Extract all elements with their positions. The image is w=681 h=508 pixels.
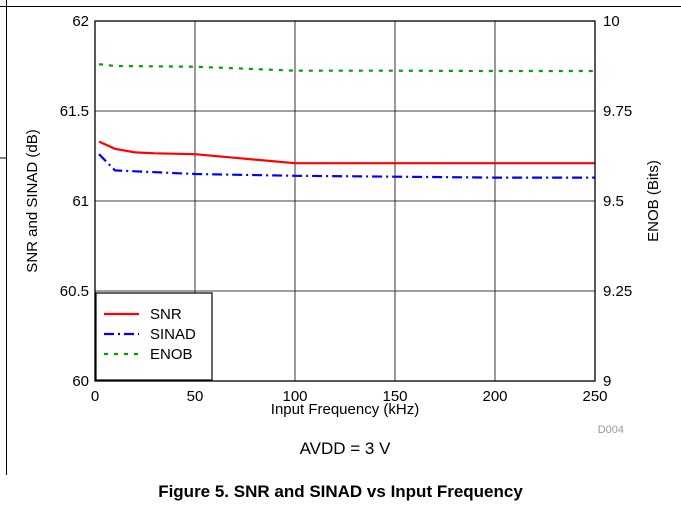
- series-layer: [98, 63, 595, 179]
- legend: SNR SINAD ENOB: [95, 292, 213, 381]
- figure-caption: Figure 5. SNR and SINAD vs Input Frequen…: [158, 482, 523, 501]
- y2-tick-label: 9.75: [603, 103, 632, 120]
- y-tick-label: 62: [72, 13, 89, 30]
- legend-label-snr: SNR: [150, 306, 182, 323]
- y-tick-label: 61: [72, 193, 89, 210]
- x-tick-label: 150: [382, 388, 407, 405]
- y-tick-label: 60.5: [60, 283, 89, 300]
- y2-tick-label: 9.5: [603, 193, 624, 210]
- grid: [95, 21, 595, 381]
- x-axis-label: Input Frequency (kHz): [271, 401, 419, 418]
- x-tick-label: 50: [187, 388, 204, 405]
- y-tick-label: 61.5: [60, 103, 89, 120]
- y-tick-label: 60: [72, 373, 89, 390]
- y2-tick-label: 10: [603, 13, 620, 30]
- x-tick-label: 200: [482, 388, 507, 405]
- y2-tick-label: 9: [603, 373, 611, 390]
- legend-label-sinad: SINAD: [150, 326, 196, 343]
- y-axis-label: SNR and SINAD (dB): [24, 129, 41, 272]
- legend-box: [95, 292, 213, 381]
- series-line-sinad: [98, 153, 595, 179]
- x-tick-label: 250: [582, 388, 607, 405]
- legend-label-enob: ENOB: [150, 346, 193, 363]
- series-line-snr: [98, 140, 595, 165]
- y2-tick-label: 9.25: [603, 283, 632, 300]
- plot-border: [94, 20, 596, 382]
- annotation-avdd: AVDD = 3 V: [300, 439, 392, 458]
- series-line-enob: [98, 63, 595, 73]
- x-tick-label: 100: [282, 388, 307, 405]
- y2-axis-label: ENOB (Bits): [645, 160, 662, 242]
- figure-id: D004: [598, 424, 624, 436]
- x-tick-label: 0: [91, 388, 99, 405]
- tick-labels: 0 50 100 150 200 250 60 60.5 61 61.5 62 9 9.25 9.5 9.7…: [60, 13, 632, 405]
